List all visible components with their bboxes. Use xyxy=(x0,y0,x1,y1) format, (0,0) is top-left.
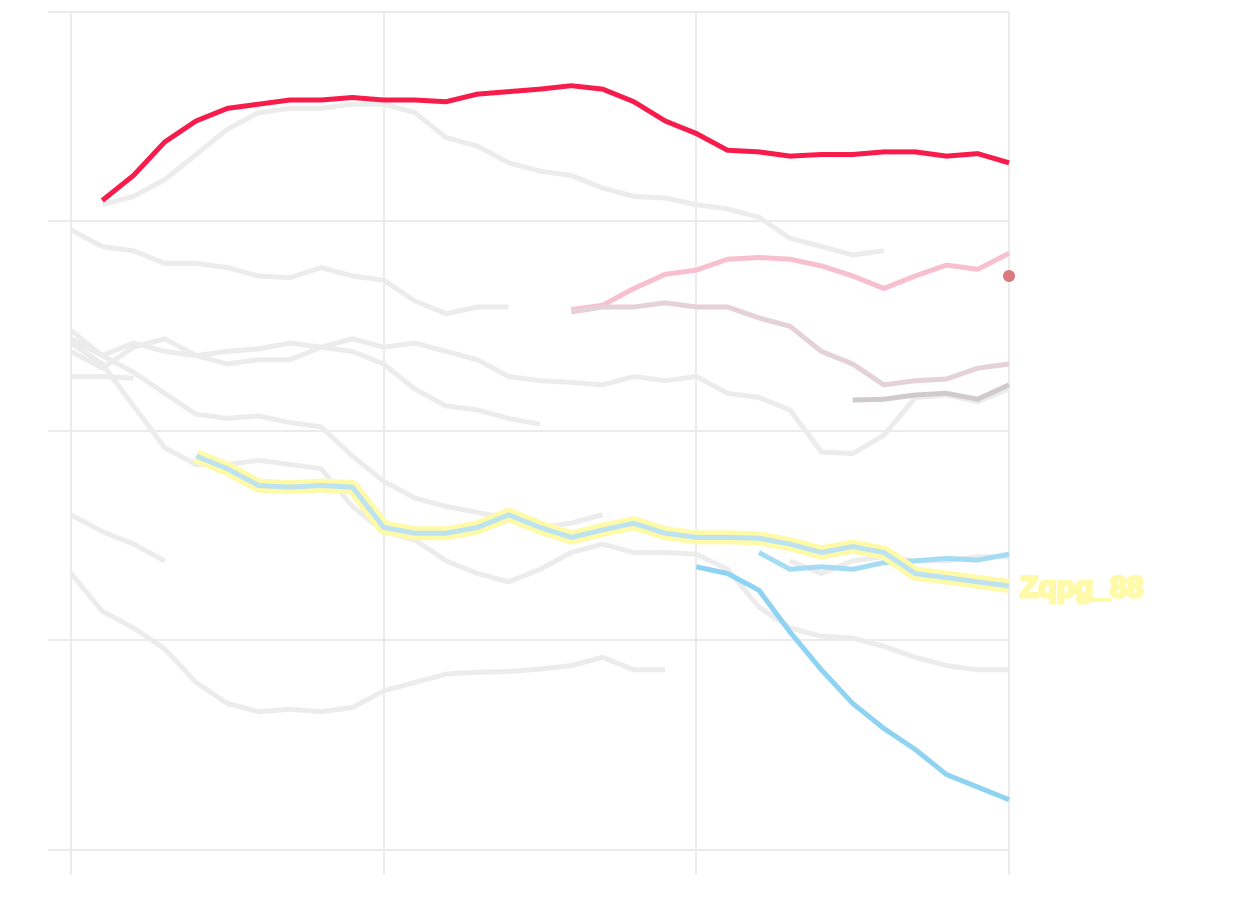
highlight-series-line xyxy=(570,251,1011,312)
focus-series-line xyxy=(195,453,1010,589)
end-label: Zqpg_88 xyxy=(1020,571,1143,604)
focus-series-group xyxy=(193,449,1010,593)
background-series-line xyxy=(69,336,541,427)
highlight-series-line xyxy=(570,300,1010,388)
background-series-line xyxy=(69,340,1009,673)
background-series-group xyxy=(69,101,1010,715)
background-series-line xyxy=(69,227,509,317)
background-series-line xyxy=(69,512,166,564)
background-series-line xyxy=(101,101,885,258)
highlight-series-group xyxy=(100,83,1011,803)
highlight-series-line xyxy=(852,382,1011,403)
highlight-series-line xyxy=(757,550,1010,572)
grid xyxy=(48,11,1010,875)
focus-series-halo xyxy=(193,449,1010,593)
highlight-series-line xyxy=(100,83,1010,203)
end-point-marker xyxy=(1003,269,1015,282)
highlight-series-line xyxy=(695,564,1010,803)
background-series-line xyxy=(69,571,666,715)
background-series-line xyxy=(71,374,134,381)
background-series-line xyxy=(69,328,1010,457)
